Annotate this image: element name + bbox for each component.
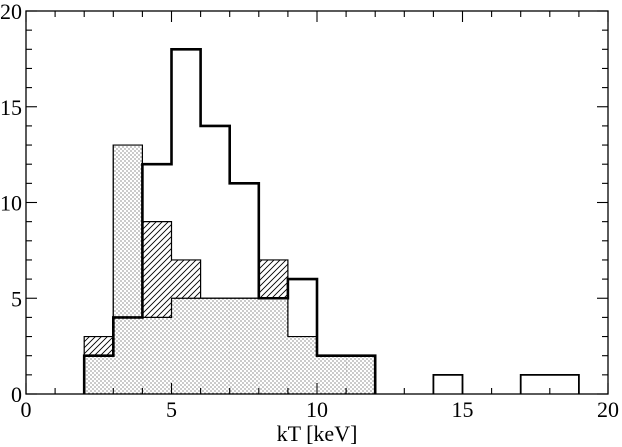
dotted-bin — [142, 317, 172, 394]
dotted-bin — [171, 298, 201, 394]
dotted-bin — [317, 355, 347, 394]
histogram-series-2 — [82, 48, 377, 394]
histogram-series-3 — [432, 373, 580, 394]
y-tick-label: 20 — [0, 0, 22, 24]
y-axis-tick-labels: 0 5 10 15 20 — [0, 0, 22, 407]
x-tick-label: 0 — [21, 397, 32, 422]
histogram-series — [82, 48, 580, 394]
outline-bin-outline — [82, 48, 377, 394]
x-tick-label: 5 — [166, 397, 177, 422]
dotted-bin — [113, 145, 143, 394]
outline-bin-outline — [432, 373, 580, 394]
dotted-bin — [84, 355, 114, 394]
dotted-bin — [258, 298, 288, 394]
dotted-bin — [200, 298, 230, 394]
histogram-series-1 — [83, 144, 376, 394]
x-tick-label: 20 — [597, 397, 619, 422]
x-tick-label: 15 — [452, 397, 474, 422]
dotted-bin — [229, 298, 259, 394]
x-axis-tick-labels: 0 5 10 15 20 — [21, 397, 620, 422]
dotted-bin — [287, 336, 317, 394]
y-tick-label: 15 — [0, 95, 22, 120]
y-tick-label: 5 — [11, 286, 22, 311]
x-axis-label: kT [keV] — [277, 421, 358, 446]
dotted-bin — [346, 355, 376, 394]
x-tick-label: 10 — [306, 397, 328, 422]
y-tick-label: 0 — [11, 382, 22, 407]
y-tick-label: 10 — [0, 191, 22, 216]
axis-ticks — [25, 10, 609, 395]
